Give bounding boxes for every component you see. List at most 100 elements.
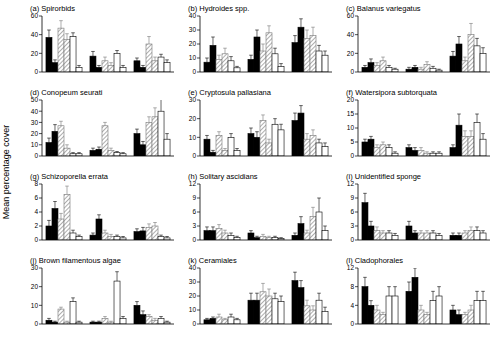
error-bar (451, 305, 455, 310)
bar (46, 143, 52, 156)
x-axis (358, 324, 490, 325)
error-bar (273, 119, 277, 125)
bar (260, 292, 266, 324)
y-tick (39, 324, 42, 325)
y-tick-label: 9 (350, 194, 354, 201)
error-bar (475, 227, 479, 231)
error-bar (457, 310, 461, 315)
error-bar (437, 152, 441, 153)
bar (450, 148, 456, 156)
error-bar (65, 145, 69, 148)
error-bar (267, 289, 271, 296)
bar (152, 61, 158, 72)
error-bar (381, 57, 385, 61)
bar (386, 67, 392, 72)
bar (266, 143, 272, 156)
bar (474, 122, 480, 156)
bar (216, 317, 222, 324)
error-bar (141, 227, 145, 231)
error-bar (305, 230, 309, 233)
panel: (i) Unidentified sponge036912 (346, 172, 490, 243)
y-tick-label: 0 (192, 152, 196, 159)
error-bar (115, 235, 119, 236)
bar (254, 137, 260, 156)
error-bar (363, 277, 367, 286)
y-tick (355, 212, 358, 213)
y-tick-label: 60 (347, 12, 355, 19)
error-bar (457, 37, 461, 44)
bar (234, 320, 240, 324)
y-tick-label: 10 (347, 124, 355, 131)
bar (234, 68, 240, 72)
bar (58, 28, 64, 72)
y-tick (39, 111, 42, 112)
error-bar (235, 318, 239, 319)
bar (114, 153, 120, 156)
x-axis (358, 240, 490, 241)
error-bar (153, 57, 157, 61)
panel-title: (j) Brown filamentous algae (30, 256, 121, 265)
y-tick (197, 30, 200, 31)
y-tick-label: 20 (189, 40, 197, 47)
bar (456, 44, 462, 72)
error-bar (369, 59, 373, 63)
y-tick-label: 12 (347, 264, 355, 271)
error-bar (71, 153, 75, 154)
y-axis (200, 100, 201, 156)
y-tick (355, 198, 358, 199)
bar (362, 287, 368, 324)
bar (46, 320, 52, 324)
bar (108, 150, 114, 156)
y-tick (197, 282, 200, 283)
y-tick-label: 4 (350, 302, 354, 309)
error-bar (451, 145, 455, 148)
bar (374, 231, 380, 240)
y-tick-label: 30 (189, 278, 197, 285)
error-bar (413, 148, 417, 151)
error-bar (103, 122, 107, 125)
error-bar (121, 237, 125, 238)
error-bar (103, 57, 107, 61)
error-bar (481, 48, 485, 54)
y-tick (355, 324, 358, 325)
y-tick-label: 30 (31, 264, 39, 271)
bar (292, 43, 298, 72)
bar (158, 111, 164, 156)
y-tick (39, 122, 42, 123)
error-bar (393, 233, 397, 235)
error-bar (205, 227, 209, 231)
bar (216, 228, 222, 240)
error-bar (165, 134, 169, 140)
bar (114, 281, 120, 324)
bar (480, 301, 486, 324)
y-tick (197, 58, 200, 59)
error-bar (47, 30, 51, 37)
bar (134, 305, 140, 324)
error-bar (91, 51, 95, 56)
error-bar (211, 150, 215, 152)
marks (46, 100, 170, 156)
error-bar (375, 145, 379, 148)
y-tick-label: 10 (189, 134, 197, 141)
bar (146, 122, 152, 156)
error-bar (121, 317, 125, 319)
bar (64, 39, 70, 72)
error-bar (229, 134, 233, 138)
marks (204, 19, 328, 72)
error-bar (437, 233, 441, 235)
error-bar (425, 312, 429, 314)
error-bar (71, 230, 75, 233)
panel: (j) Brown filamentous algae0102030 (30, 256, 174, 327)
error-bar (369, 301, 373, 306)
bar (210, 45, 216, 72)
error-bar (121, 65, 125, 67)
y-tick-label: 20 (31, 130, 39, 137)
bar (260, 121, 266, 156)
bar (430, 301, 436, 324)
bar (292, 121, 298, 156)
bar (474, 46, 480, 72)
error-bar (255, 30, 259, 37)
bar (424, 315, 430, 324)
error-bar (425, 62, 429, 65)
error-bar (65, 321, 69, 323)
